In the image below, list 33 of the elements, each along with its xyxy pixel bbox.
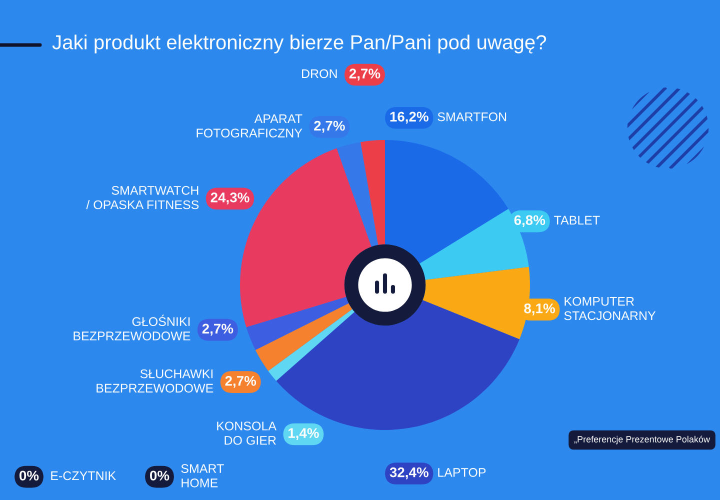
slice-label: LAPTOP [438,468,486,477]
data-label: 6,8% [514,215,546,228]
donut-slice [336,142,378,247]
slice-label: TABLET [554,216,600,225]
data-label: 8,1% [524,303,555,316]
data-label: 2,7% [202,324,234,336]
data-label: 32,4% [390,467,428,480]
data-label: 16,2% [390,112,428,124]
legend-label: APARAT FOTOGRAFICZNY [196,114,302,138]
legend-label: SŁUCHAWKI BEZPRZEWODOWE [96,369,214,393]
legend-label: E-CZYTNIK [51,471,116,480]
donut-slice [276,300,520,430]
data-label: 2,7% [314,120,345,133]
legend-label: DRON [302,69,337,78]
text: 0% [150,470,170,481]
slice-label: KOMPUTER STACJONARNY [564,296,656,320]
category-label: SMART HOME [181,464,224,488]
donut-slice [385,140,508,264]
slice-label: SMARTFON [438,112,506,122]
donut-slice [255,303,352,371]
donut-slice [360,140,385,245]
data-label: 2,7% [225,376,256,388]
data-label: 1,4% [288,428,319,440]
text: 0% [20,470,39,481]
text: „Preferencje Prezentowe Polaków [574,436,710,444]
chart-title: Jaki produkt elektroniczny bierze Pan/Pani pod uwagę? [52,34,546,54]
legend-label: SMARTWATCH / OPASKA FITNESS [86,186,199,210]
legend-label: GŁOŚNIKI BEZPRZEWODOWE [74,314,190,340]
data-label: 2,7% [349,68,380,80]
data-label: 24,3% [210,192,250,204]
donut-slice [268,309,355,381]
donut-slice [246,296,349,350]
legend-label: KONSOLA DO GIER [217,422,276,445]
